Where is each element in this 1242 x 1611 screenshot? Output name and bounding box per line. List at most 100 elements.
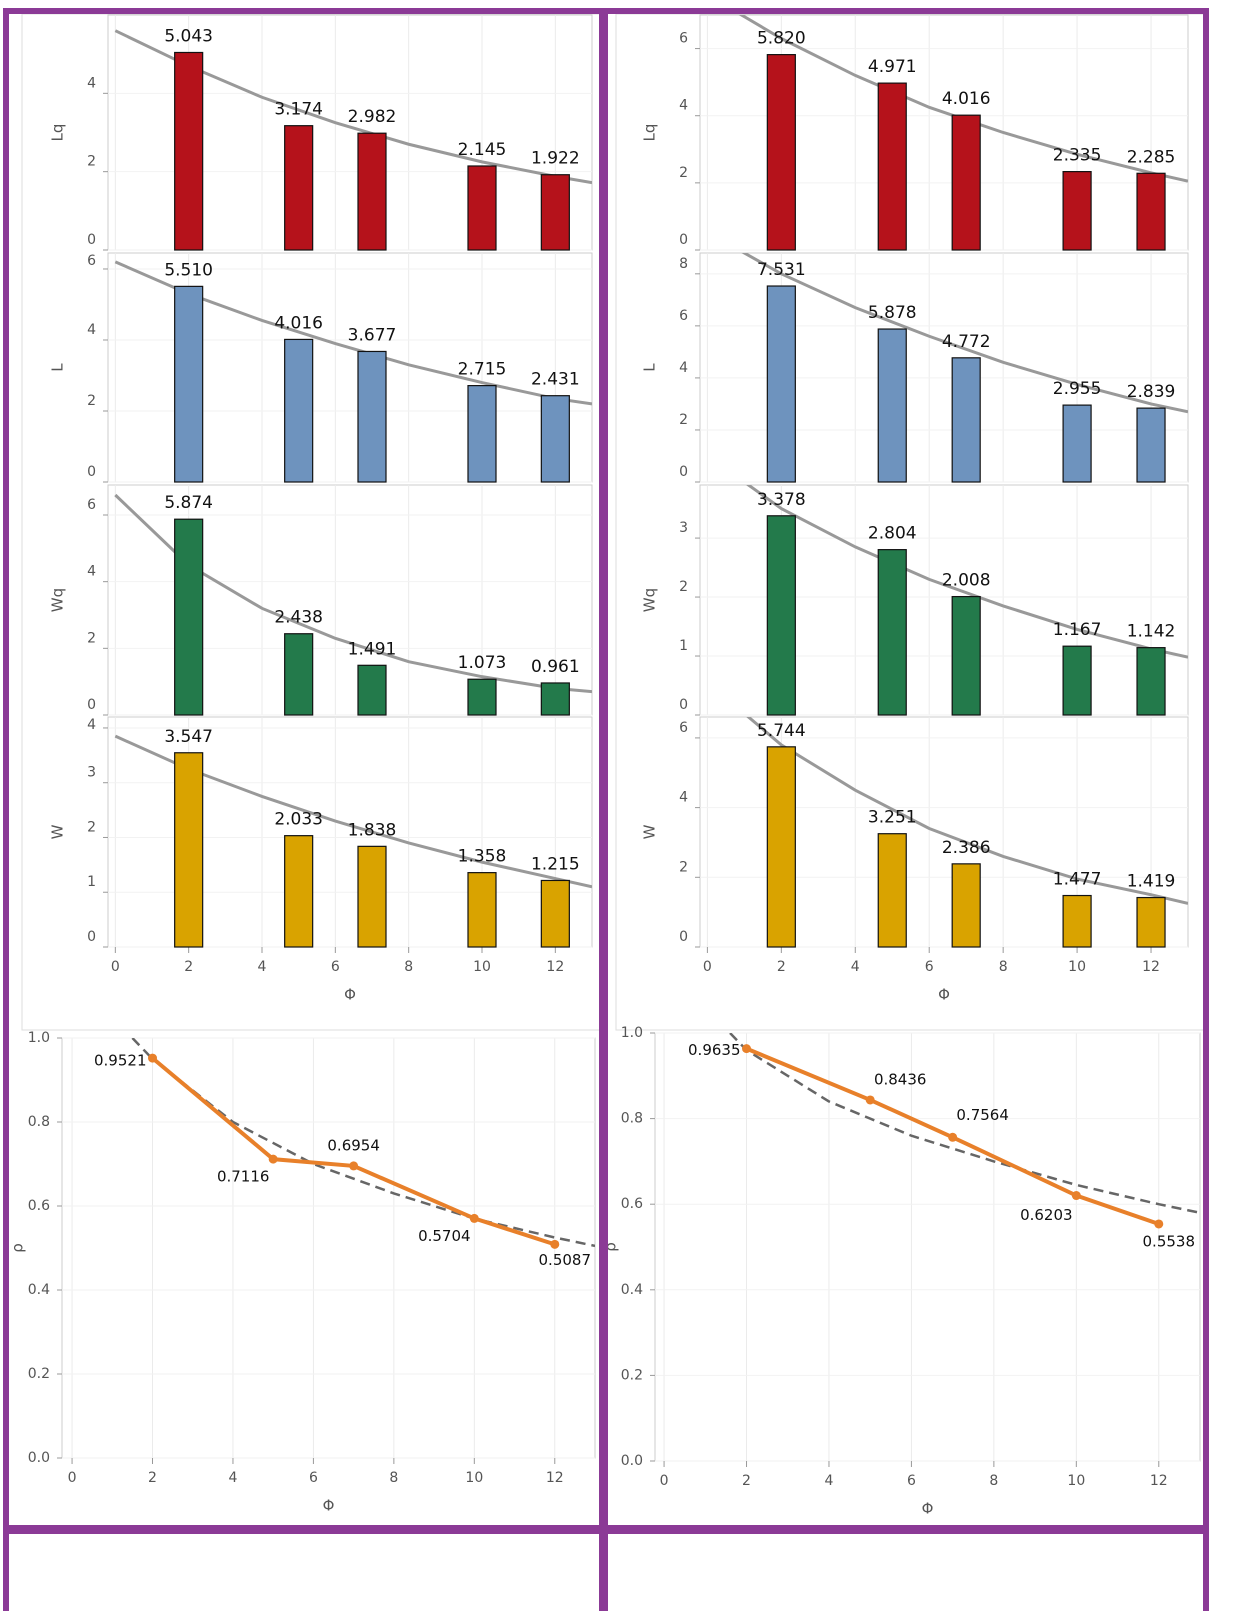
y-tick-label: 2 xyxy=(87,630,96,646)
frame xyxy=(3,8,1209,1611)
bar xyxy=(877,82,907,251)
y-tick-label: 4 xyxy=(87,717,96,733)
y-tick-label: 4 xyxy=(87,564,96,580)
chart: 0 2 4 6 L 5.510 4.016 3.677 2.715 2.431 xyxy=(49,252,593,483)
x-tick-label: 8 xyxy=(389,1470,398,1486)
point xyxy=(469,1213,479,1223)
x-tick-label: 6 xyxy=(925,959,934,975)
value-label: 0.5087 xyxy=(539,1251,592,1269)
y-tick-label: 1.0 xyxy=(621,1025,643,1041)
y-axis-title: ρ xyxy=(602,1242,620,1252)
value-label: 1.922 xyxy=(531,149,580,169)
y-tick-label: 0.0 xyxy=(28,1450,50,1466)
y-tick-label: 0.2 xyxy=(28,1366,50,1382)
value-label: 2.982 xyxy=(348,107,397,127)
value-label: 1.491 xyxy=(348,639,397,659)
y-axis-title: Lq xyxy=(49,124,67,142)
y-tick-label: 6 xyxy=(679,720,688,736)
bar xyxy=(1136,647,1166,716)
value-label: 1.167 xyxy=(1053,620,1102,640)
bar xyxy=(467,165,497,251)
bar xyxy=(540,395,570,483)
bar xyxy=(1136,172,1166,251)
bar xyxy=(877,833,907,948)
x-tick-label: 12 xyxy=(1150,1473,1168,1489)
y-tick-label: 0 xyxy=(679,232,688,248)
y-tick-label: 0.4 xyxy=(28,1282,50,1298)
y-tick-label: 4 xyxy=(87,75,96,91)
point xyxy=(1154,1219,1164,1229)
x-tick-label: 2 xyxy=(148,1470,157,1486)
point xyxy=(268,1154,278,1164)
bar xyxy=(357,845,387,948)
y-tick-label: 4 xyxy=(87,322,96,338)
chart: 0 2 4 6 Lq 5.820 4.971 4.016 2.335 2.285 xyxy=(641,14,1189,251)
value-label: 0.9521 xyxy=(94,1052,147,1070)
value-label: 2.008 xyxy=(942,571,991,591)
trend-line xyxy=(745,485,1188,659)
y-tick-label: 0.8 xyxy=(28,1114,50,1130)
y-tick-label: 0 xyxy=(679,464,688,480)
y-tick-label: 0.2 xyxy=(621,1367,643,1383)
x-tick-label: 0 xyxy=(703,959,712,975)
value-label: 0.8436 xyxy=(874,1070,927,1088)
x-tick-label: 10 xyxy=(473,959,491,975)
value-label: 3.251 xyxy=(868,808,917,828)
y-tick-label: 2 xyxy=(87,154,96,170)
value-label: 3.174 xyxy=(274,100,323,120)
bar xyxy=(877,328,907,483)
point xyxy=(948,1132,958,1142)
chart: 0 2 4 6 8 L 7.531 5.878 4.772 2.955 2.839 xyxy=(641,252,1189,483)
value-label: 1.142 xyxy=(1127,622,1176,642)
x-axis-title: Φ xyxy=(938,986,950,1004)
bar xyxy=(766,746,796,948)
value-label: 0.6203 xyxy=(1020,1206,1073,1224)
y-tick-label: 0 xyxy=(87,232,96,248)
x-tick-label: 0 xyxy=(111,959,120,975)
bar xyxy=(174,285,204,483)
value-label: 1.215 xyxy=(531,854,580,874)
value-label: 1.073 xyxy=(458,653,507,673)
y-tick-label: 2 xyxy=(679,412,688,428)
bar xyxy=(284,125,314,251)
value-label: 4.772 xyxy=(942,332,991,352)
value-label: 5.820 xyxy=(757,29,806,49)
y-tick-label: 0 xyxy=(87,464,96,480)
plot-area xyxy=(654,1032,1201,1462)
bar xyxy=(284,835,314,948)
frame-box xyxy=(602,1528,1209,1611)
bar xyxy=(174,51,204,251)
y-axis-title: W xyxy=(641,824,659,839)
x-tick-label: 12 xyxy=(1142,959,1160,975)
y-tick-label: 0 xyxy=(679,929,688,945)
x-tick-label: 4 xyxy=(851,959,860,975)
value-label: 4.016 xyxy=(942,89,991,109)
bar xyxy=(877,549,907,716)
x-tick-label: 8 xyxy=(999,959,1008,975)
bar xyxy=(174,518,204,716)
y-tick-label: 1 xyxy=(87,874,96,890)
y-tick-label: 6 xyxy=(87,497,96,513)
y-tick-label: 6 xyxy=(87,253,96,269)
value-label: 4.016 xyxy=(274,313,323,333)
value-label: 5.510 xyxy=(164,260,213,280)
x-tick-label: 0 xyxy=(660,1473,669,1489)
value-label: 2.033 xyxy=(274,810,323,830)
value-label: 2.335 xyxy=(1053,146,1102,166)
point xyxy=(349,1161,359,1171)
x-tick-label: 4 xyxy=(258,959,267,975)
y-tick-label: 2 xyxy=(679,579,688,595)
y-tick-label: 0.6 xyxy=(621,1196,643,1212)
value-label: 0.6954 xyxy=(327,1136,380,1154)
bar xyxy=(1136,896,1166,948)
bar xyxy=(284,633,314,716)
point xyxy=(742,1044,752,1054)
bar xyxy=(951,357,981,483)
bar xyxy=(540,174,570,251)
value-label: 2.804 xyxy=(868,524,917,544)
chart: 0 1 2 3 Wq 3.378 2.804 2.008 1.167 1.142 xyxy=(641,484,1189,716)
y-tick-label: 2 xyxy=(679,859,688,875)
point xyxy=(865,1095,875,1105)
